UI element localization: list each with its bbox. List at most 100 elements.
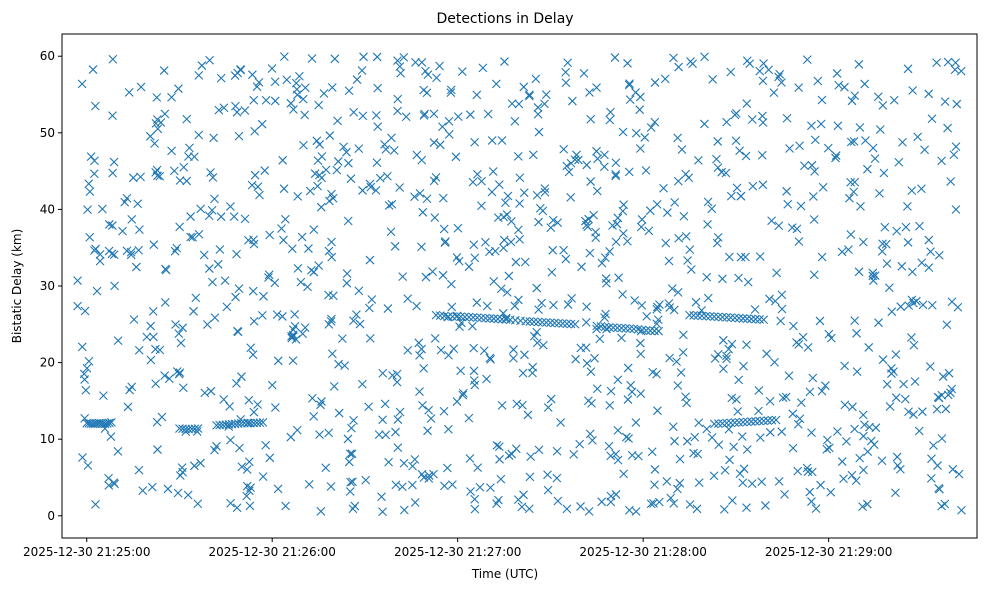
data-point: [751, 314, 760, 324]
data-point: [621, 323, 631, 333]
data-point: [679, 211, 689, 221]
data-point: [810, 135, 820, 145]
data-point: [365, 179, 375, 189]
data-point: [307, 54, 317, 63]
data-point: [169, 166, 179, 176]
data-point: [894, 157, 904, 167]
data-point: [553, 218, 563, 227]
data-point: [681, 231, 691, 241]
data-point: [270, 278, 280, 288]
data-point: [537, 298, 546, 308]
data-point: [891, 488, 900, 498]
data-point: [110, 281, 119, 291]
data-point: [534, 127, 544, 137]
data-point: [415, 188, 425, 198]
data-point: [504, 451, 514, 460]
data-point: [454, 256, 464, 266]
data-point: [430, 333, 440, 343]
data-point: [820, 381, 830, 391]
data-point: [796, 201, 806, 211]
data-point: [601, 278, 611, 288]
data-point: [182, 114, 192, 124]
data-point: [805, 487, 815, 497]
data-point: [395, 407, 405, 417]
data-point: [178, 323, 188, 333]
y-tick-label: 10: [40, 432, 55, 446]
data-point: [358, 186, 367, 195]
data-point: [418, 401, 427, 410]
data-point: [822, 444, 832, 454]
data-point: [734, 313, 744, 323]
data-point: [693, 156, 703, 165]
data-point: [317, 397, 326, 406]
data-point: [512, 399, 522, 409]
data-point: [408, 480, 417, 490]
data-point: [244, 395, 254, 405]
data-point: [449, 344, 459, 354]
data-point: [197, 61, 207, 70]
data-point: [873, 92, 883, 102]
data-point: [508, 353, 518, 363]
data-point: [324, 428, 334, 438]
data-point: [473, 463, 483, 472]
data-point: [507, 216, 516, 226]
data-point: [448, 312, 457, 322]
data-point: [795, 141, 804, 151]
data-point: [345, 449, 355, 459]
data-point: [97, 204, 107, 214]
data-point: [346, 423, 356, 433]
data-point: [273, 356, 283, 366]
data-point: [203, 320, 212, 329]
data-point: [470, 494, 480, 504]
data-point: [672, 357, 681, 367]
data-point: [378, 415, 387, 425]
data-point: [321, 463, 331, 473]
data-point: [255, 190, 264, 200]
x-tick-label: 2025-12-30 21:26:00: [208, 545, 335, 559]
data-point: [561, 67, 571, 77]
data-point: [515, 173, 525, 183]
data-point: [552, 473, 562, 483]
data-point: [456, 366, 466, 376]
data-point: [901, 222, 911, 232]
data-point: [817, 95, 827, 105]
y-tick-label: 30: [40, 279, 55, 293]
data-point: [535, 203, 545, 213]
data-point: [96, 418, 106, 428]
data-point: [785, 144, 794, 153]
data-point: [259, 291, 268, 301]
data-point: [225, 401, 235, 411]
data-point: [481, 313, 490, 323]
data-point: [215, 245, 225, 254]
data-point: [497, 314, 507, 324]
data-point: [355, 319, 365, 329]
data-point: [444, 129, 454, 139]
data-point: [492, 441, 502, 450]
data-point: [513, 152, 523, 161]
data-point: [286, 432, 296, 442]
data-point: [929, 441, 938, 450]
data-point: [270, 96, 280, 106]
data-point: [215, 420, 225, 430]
data-point: [678, 347, 688, 357]
data-point: [487, 136, 497, 145]
data-point: [339, 142, 349, 152]
data-point: [243, 418, 252, 428]
data-point: [895, 464, 905, 474]
data-point: [604, 322, 614, 332]
data-point: [383, 304, 393, 313]
data-point: [494, 442, 504, 452]
data-point: [701, 311, 711, 321]
data-point: [510, 301, 520, 311]
data-point: [624, 434, 633, 443]
data-point: [194, 70, 204, 80]
data-point: [95, 249, 105, 259]
data-point: [277, 312, 287, 321]
data-point: [868, 268, 878, 278]
data-point: [623, 236, 632, 246]
data-point: [237, 372, 246, 382]
data-point: [713, 232, 723, 242]
x-tick-label: 2025-12-30 21:29:00: [765, 545, 892, 559]
data-point: [666, 493, 676, 503]
data-point: [99, 391, 108, 400]
